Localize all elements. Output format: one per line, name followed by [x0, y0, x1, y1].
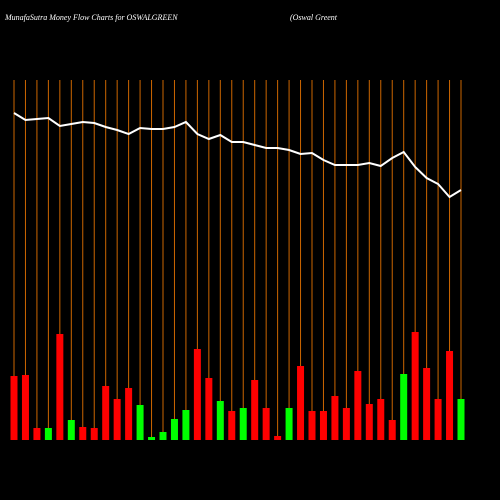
bar — [79, 427, 87, 440]
bar — [377, 399, 385, 440]
bar — [308, 411, 316, 440]
bar — [434, 399, 442, 440]
bar — [159, 432, 167, 440]
bar — [423, 368, 431, 440]
bar — [170, 419, 178, 440]
bar — [216, 401, 224, 440]
bar — [56, 334, 64, 440]
bar — [319, 411, 327, 440]
bar — [67, 420, 75, 440]
bar — [113, 399, 121, 440]
bar — [228, 411, 236, 440]
bar — [136, 405, 144, 440]
bar — [285, 408, 293, 440]
bar — [297, 366, 305, 440]
bar — [274, 436, 282, 440]
bar — [33, 428, 41, 440]
price-line — [13, 112, 462, 199]
bar — [44, 428, 52, 440]
bar — [182, 410, 190, 440]
bar — [205, 378, 213, 440]
bar — [10, 376, 18, 440]
bar — [193, 349, 201, 440]
chart-title: MunafaSutra Money Flow Charts for OSWALG… — [4, 13, 178, 22]
bar — [251, 380, 259, 440]
bar — [365, 404, 373, 440]
bar — [21, 375, 29, 440]
bar — [388, 420, 396, 440]
bar — [411, 332, 419, 440]
bar — [342, 408, 350, 440]
bar — [90, 428, 98, 440]
bar — [262, 408, 270, 440]
bar — [125, 388, 133, 440]
bar — [457, 399, 465, 440]
bar — [102, 386, 110, 440]
bar — [331, 396, 339, 440]
bar — [446, 351, 454, 440]
bar — [354, 371, 362, 440]
bar — [400, 374, 408, 440]
bar — [148, 437, 156, 440]
chart-subtitle: (Oswal Greent — [290, 13, 338, 22]
bar — [239, 408, 247, 440]
